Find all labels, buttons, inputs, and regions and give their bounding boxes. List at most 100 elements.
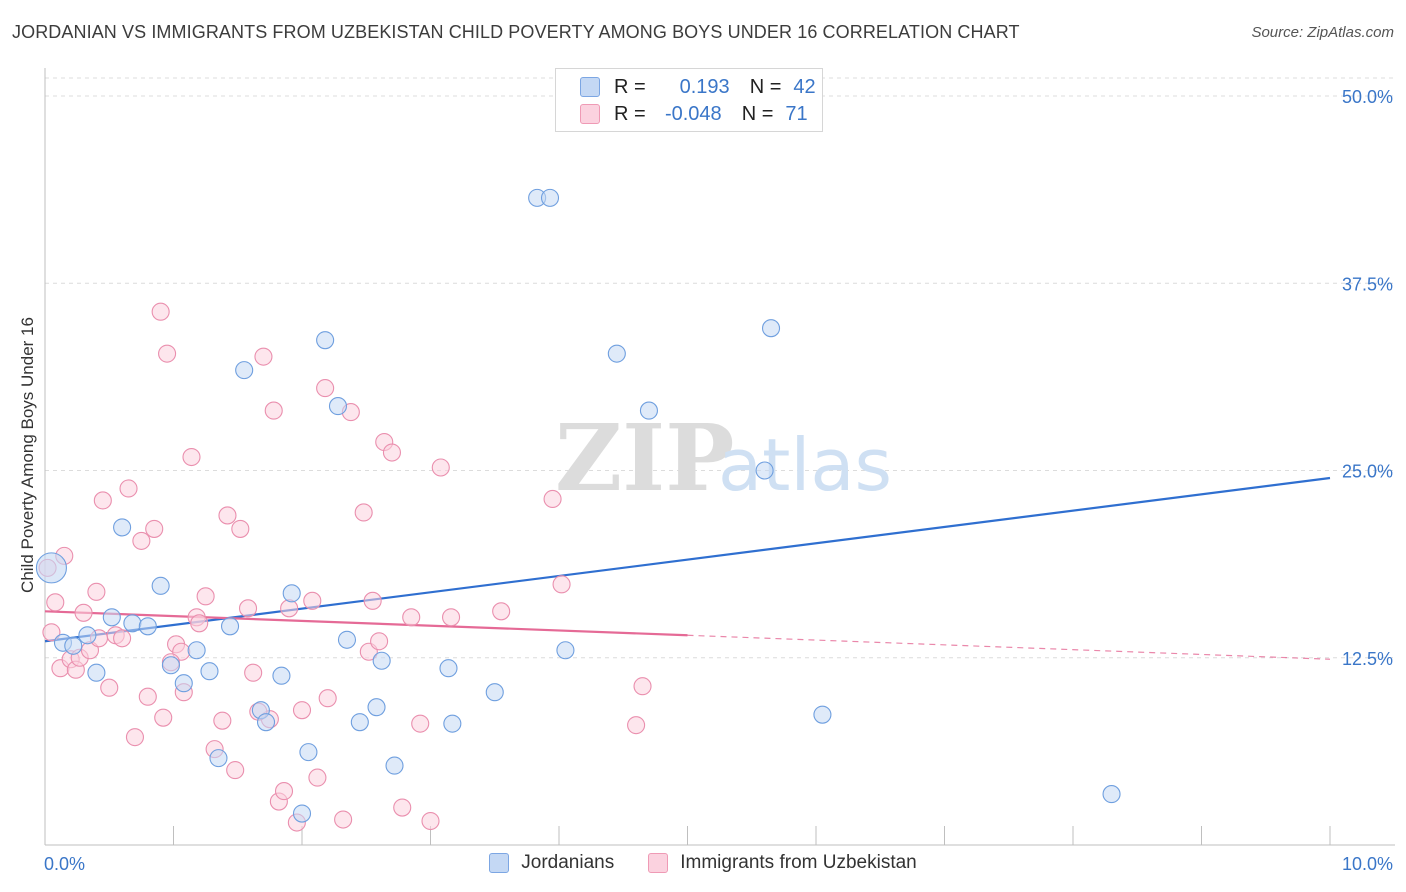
data-point-uzbekistan (119, 479, 138, 498)
data-point-uzbekistan (213, 711, 232, 730)
tick-labels: 12.5% 25.0% 37.5% 50.0% 0.0% 10.0% (44, 87, 1393, 874)
y-tick-label: 50.0% (1342, 87, 1393, 107)
data-point-jordanians (209, 749, 228, 768)
data-point-uzbekistan (125, 728, 144, 747)
data-point-uzbekistan (87, 582, 106, 601)
data-point-uzbekistan (492, 602, 511, 621)
data-point-jordanians (439, 659, 458, 678)
data-points (35, 188, 1121, 832)
data-point-uzbekistan (280, 599, 299, 618)
legend-n-value: 42 (793, 75, 816, 98)
data-point-uzbekistan (190, 614, 209, 633)
data-point-uzbekistan (292, 701, 312, 720)
legend-item-jordanians: Jordanians (489, 852, 614, 874)
data-point-jordanians (272, 666, 291, 685)
data-point-uzbekistan (182, 447, 201, 467)
data-point-uzbekistan (431, 458, 450, 477)
data-point-uzbekistan (264, 401, 283, 420)
data-point-jordanians (282, 584, 301, 603)
data-point-uzbekistan (113, 629, 132, 648)
data-point-uzbekistan (354, 503, 373, 522)
legend-item-uzbekistan: Immigrants from Uzbekistan (648, 852, 917, 874)
data-point-jordanians (102, 608, 121, 627)
legend-swatch-pink (580, 104, 600, 124)
data-point-uzbekistan (370, 632, 389, 651)
data-point-uzbekistan (100, 678, 119, 697)
trend-line-uzbekistan (44, 610, 688, 637)
data-point-jordanians (138, 617, 157, 636)
data-point-jordanians (813, 705, 832, 724)
data-point-uzbekistan (231, 519, 250, 538)
data-point-jordanians (123, 614, 142, 633)
data-point-jordanians (174, 674, 193, 693)
watermark-atlas: atlas (718, 423, 892, 507)
data-point-jordanians (220, 617, 240, 636)
y-tick-label: 25.0% (1342, 462, 1393, 482)
data-point-jordanians (292, 804, 312, 823)
data-point-uzbekistan (334, 810, 353, 829)
data-point-jordanians (35, 552, 67, 584)
data-point-jordanians (78, 626, 97, 645)
data-point-jordanians (367, 698, 386, 717)
data-point-jordanians (328, 397, 348, 416)
data-point-uzbekistan (421, 811, 440, 831)
data-point-jordanians (316, 331, 335, 350)
data-point-jordanians (540, 188, 560, 207)
data-point-uzbekistan (132, 531, 151, 550)
correlation-legend: R = 0.193 N = 42 R = -0.048 N = 71 (555, 68, 823, 132)
data-point-uzbekistan (238, 599, 258, 618)
data-point-jordanians (161, 656, 180, 675)
data-point-jordanians (385, 756, 404, 775)
data-point-jordanians (64, 636, 83, 655)
data-point-jordanians (299, 743, 318, 762)
data-point-uzbekistan (393, 798, 412, 817)
data-point-uzbekistan (218, 506, 237, 525)
data-point-jordanians (350, 713, 369, 732)
data-point-jordanians (556, 641, 575, 660)
watermark-zip: ZIP (555, 404, 734, 512)
legend-swatch-blue (489, 853, 510, 873)
data-point-jordanians (235, 361, 254, 380)
data-point-jordanians (87, 663, 106, 682)
legend-swatch-pink (648, 853, 669, 873)
data-point-uzbekistan (138, 687, 157, 706)
data-point-uzbekistan (308, 768, 327, 787)
legend-n-value: 71 (785, 102, 808, 125)
data-point-uzbekistan (151, 302, 170, 321)
data-point-jordanians (151, 576, 170, 595)
series-legend: Jordanians Immigrants from Uzbekistan (0, 852, 1406, 874)
trend-line-jordanians (44, 476, 1331, 643)
source-label: Source: ZipAtlas.com (1251, 24, 1394, 41)
data-point-uzbekistan (145, 519, 164, 538)
data-point-uzbekistan (363, 591, 382, 610)
data-point-uzbekistan (42, 623, 61, 642)
trend-lines (44, 476, 1331, 660)
trend-line-uzbekistan-extension (687, 634, 1331, 660)
data-point-jordanians (113, 518, 132, 537)
data-point-jordanians (372, 651, 391, 670)
data-point-uzbekistan (274, 782, 294, 801)
data-point-uzbekistan (627, 716, 646, 735)
data-point-uzbekistan (158, 344, 177, 363)
data-point-jordanians (337, 630, 357, 649)
data-point-jordanians (639, 401, 659, 420)
legend-r-value: -0.048 (664, 102, 722, 125)
legend-r-label: R = (614, 102, 646, 125)
data-point-uzbekistan (93, 491, 112, 510)
data-point-uzbekistan (244, 663, 263, 682)
legend-row-jordanians: R = 0.193 N = 42 (580, 75, 816, 99)
data-point-uzbekistan (318, 689, 337, 708)
chart-title: JORDANIAN VS IMMIGRANTS FROM UZBEKISTAN … (12, 22, 1020, 42)
legend-label-jordanians: Jordanians (521, 852, 615, 873)
y-tick-label: 37.5% (1342, 274, 1393, 294)
legend-n-label: N = (749, 75, 782, 98)
data-point-uzbekistan (411, 714, 430, 733)
data-point-jordanians (755, 461, 774, 480)
data-point-uzbekistan (633, 677, 652, 696)
data-point-jordanians (1102, 785, 1121, 804)
legend-label-uzbekistan: Immigrants from Uzbekistan (680, 852, 917, 873)
legend-swatch-blue (580, 77, 600, 97)
data-point-uzbekistan (226, 761, 245, 780)
